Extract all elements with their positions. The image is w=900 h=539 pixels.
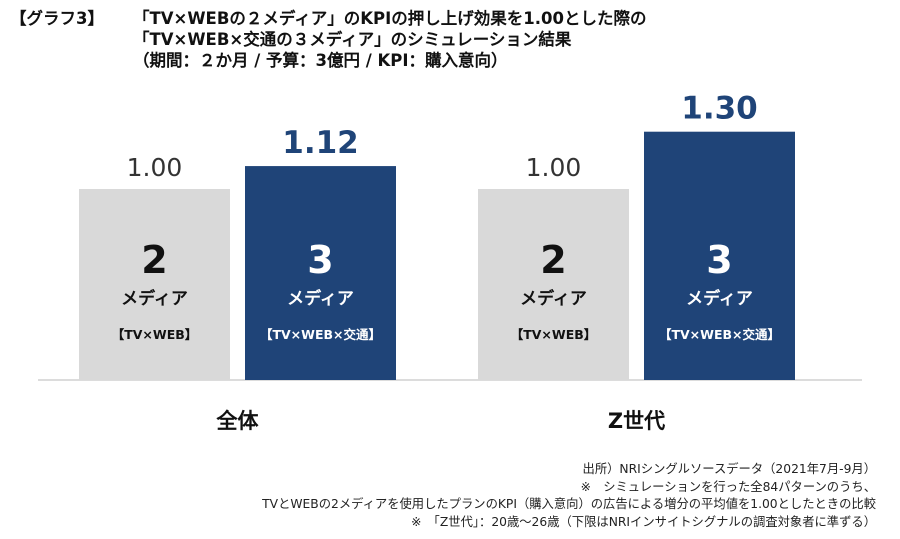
- footnote-source: 出所）NRIシングルソースデータ（2021年7月-9月）: [582, 462, 876, 476]
- bar-media-count: 2: [141, 238, 167, 282]
- bar-value-label: 1.00: [526, 153, 582, 182]
- title-line-2: 「TV×WEB×交通の３メディア」のシミュレーション結果: [133, 30, 572, 49]
- category-label: Z世代: [608, 409, 665, 433]
- bar-media-word: メディア: [287, 288, 354, 309]
- title-line-1: 【グラフ3】 「TV×WEBの２メディア」のKPIの押し上げ効果を1.00とした際…: [10, 9, 647, 28]
- title-tag: 【グラフ3】: [10, 9, 104, 28]
- bar-combo-label: 【TV×WEB】: [112, 327, 198, 342]
- bar: [478, 189, 629, 380]
- footnote-2: TVとWEBの2メディアを使用したプランのKPI（購入意向）の広告による増分の平…: [262, 497, 876, 511]
- bar: [79, 189, 230, 380]
- category-label: 全体: [216, 409, 260, 433]
- footnote-3: ※ 「Z世代」：20歳〜26歳（下限はNRIインサイトシグナルの調査対象者に準ず…: [411, 514, 876, 529]
- bar-combo-label: 【TV×WEB×交通】: [260, 327, 381, 342]
- bar-media-word: メディア: [121, 288, 188, 309]
- bar: [245, 166, 396, 380]
- bar-media-count: 3: [706, 238, 732, 282]
- chart-title: 【グラフ3】 「TV×WEBの２メディア」のKPIの押し上げ効果を1.00とした際…: [10, 8, 646, 71]
- bar-combo-label: 【TV×WEB】: [511, 327, 597, 342]
- bar-value-label: 1.12: [282, 125, 359, 161]
- bar: [644, 131, 795, 380]
- title-line-3: （期間：２か月 / 予算：3億円 / KPI：購入意向）: [133, 51, 508, 70]
- bar-combo-label: 【TV×WEB×交通】: [659, 327, 780, 342]
- bar-media-count: 3: [307, 238, 333, 282]
- footnote-1: ※ シミュレーションを行った全84パターンのうち、: [580, 479, 876, 494]
- bar-value-label: 1.00: [127, 153, 183, 182]
- footnotes: 出所）NRIシングルソースデータ（2021年7月-9月） ※ シミュレーションを…: [262, 461, 876, 531]
- bar-media-count: 2: [540, 238, 566, 282]
- bar-media-word: メディア: [686, 288, 753, 309]
- bar-value-label: 1.30: [681, 91, 758, 127]
- bar-media-word: メディア: [520, 288, 587, 309]
